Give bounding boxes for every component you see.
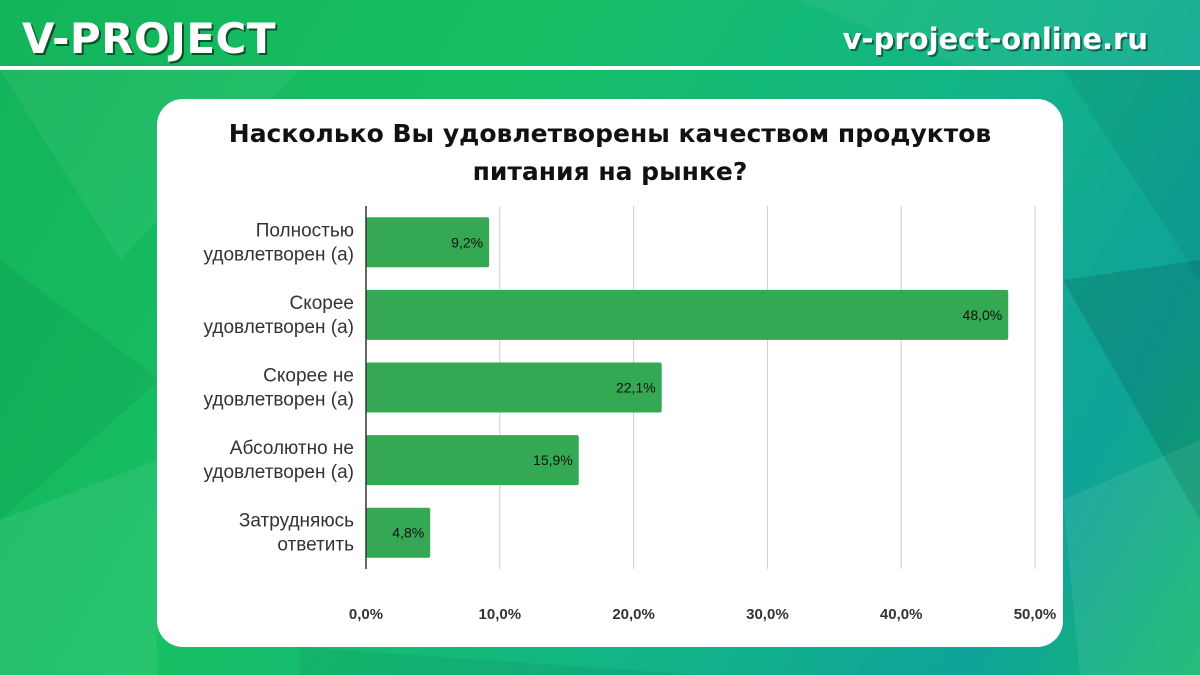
- bar-value-label: 22,1%: [616, 380, 656, 396]
- x-tick-label: 0,0%: [349, 606, 383, 623]
- chart-title-line-1: Насколько Вы удовлетворены качеством про…: [228, 119, 992, 148]
- bar: [366, 289, 1009, 340]
- category-label: удовлетворен (а): [204, 317, 354, 338]
- bar-value-label: 48,0%: [963, 307, 1003, 323]
- category-label: Скорее: [289, 293, 354, 314]
- chart-title: Насколько Вы удовлетворены качеством про…: [157, 115, 1063, 191]
- category-label: ответить: [277, 535, 354, 556]
- bar-value-label: 4,8%: [392, 525, 424, 541]
- x-tick-label: 20,0%: [612, 606, 655, 623]
- bar: [366, 217, 490, 268]
- x-tick-label: 50,0%: [1014, 606, 1057, 623]
- category-label: удовлетворен (а): [204, 462, 354, 483]
- category-label: удовлетворен (а): [204, 244, 354, 265]
- category-label: Затрудняюсь: [239, 511, 354, 532]
- bar-chart: 0,0% 10,0% 20,0% 30,0% 40,0% 50,0% 9,2% Полност…: [204, 206, 1057, 623]
- chart-title-line-2: питания на рынке?: [472, 157, 748, 186]
- chart-card: Насколько Вы удовлетворены качеством про…: [157, 99, 1063, 647]
- header-divider: [0, 66, 1200, 70]
- bar-value-label: 15,9%: [533, 452, 573, 468]
- bar: [366, 507, 431, 558]
- x-tick-label: 40,0%: [880, 606, 923, 623]
- bar: [366, 362, 662, 413]
- x-tick-label: 30,0%: [746, 606, 789, 623]
- category-label: удовлетворен (а): [204, 390, 354, 411]
- category-label: Абсолютно не: [230, 438, 354, 459]
- category-label: Полностью: [256, 220, 354, 241]
- category-label: Скорее не: [263, 366, 354, 387]
- site-url[interactable]: v-project-online.ru: [842, 22, 1148, 56]
- bar: [366, 435, 579, 486]
- x-tick-label: 10,0%: [479, 606, 522, 623]
- bar-value-label: 9,2%: [451, 234, 483, 250]
- brand-logo: V-PROJECT: [22, 14, 276, 63]
